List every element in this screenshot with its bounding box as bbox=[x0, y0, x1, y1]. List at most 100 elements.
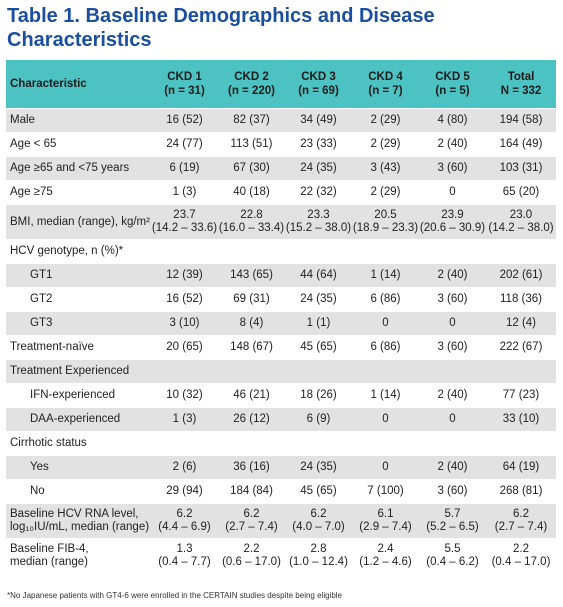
table-row: No 29 (94) 184 (84) 45 (65) 7 (100) 3 (60) 268… bbox=[6, 479, 556, 504]
row-label-text: GT1 bbox=[30, 269, 53, 281]
table-row: GT2 16 (52) 69 (31) 24 (35) 6 (86) 3 (60) 118 … bbox=[6, 287, 556, 312]
cell-value: 0 bbox=[382, 317, 389, 329]
cell-value: 2.2 bbox=[243, 543, 260, 555]
cell-value: 12 (4) bbox=[505, 317, 537, 329]
table-cell: 23.9 (20.6 – 30.9) bbox=[419, 204, 486, 240]
cell-value: 2 (29) bbox=[370, 186, 401, 198]
cell-value: 46 (21) bbox=[233, 389, 270, 401]
table-cell bbox=[486, 359, 556, 384]
cell-value: 1 (3) bbox=[172, 413, 197, 425]
cell-value: 2 (29) bbox=[370, 138, 401, 150]
table-cell: 143 (65) bbox=[218, 263, 285, 288]
cell-value: 6 (19) bbox=[169, 162, 200, 174]
cell-value: 1 (1) bbox=[306, 317, 331, 329]
table-cell bbox=[285, 239, 352, 264]
header-ckd2: CKD 2 (n = 220) bbox=[218, 60, 285, 109]
cell-value: 64 (19) bbox=[502, 461, 540, 473]
row-label-text: median (range) bbox=[10, 556, 88, 568]
cell-value: 0 bbox=[449, 413, 456, 425]
cell-value: 6.1 bbox=[377, 508, 394, 520]
row-label: Age ≥75 bbox=[6, 180, 151, 205]
cell-range: (16.0 – 33.4) bbox=[218, 222, 285, 234]
table-row: Yes 2 (6) 36 (16) 24 (35) 0 2 (40) 64 (19) bbox=[6, 455, 556, 480]
table-cell: 7 (100) bbox=[352, 479, 419, 504]
row-label-text: Age ≥75 bbox=[10, 186, 53, 198]
table-cell: 34 (49) bbox=[285, 108, 352, 133]
cell-value: 222 (67) bbox=[499, 341, 543, 353]
cell-value: 77 (23) bbox=[502, 389, 540, 401]
cell-range: (4.0 – 7.0) bbox=[292, 521, 345, 533]
table-cell: 1 (14) bbox=[352, 383, 419, 408]
cell-value: 3 (60) bbox=[437, 162, 468, 174]
row-label-text: HCV genotype, n (%)* bbox=[10, 245, 124, 257]
table-cell bbox=[218, 431, 285, 456]
table-cell: 12 (39) bbox=[151, 263, 218, 288]
table-cell: 12 (4) bbox=[486, 311, 556, 336]
row-label: IFN-experienced bbox=[6, 383, 151, 408]
table-cell bbox=[151, 239, 218, 264]
table-cell: 23 (33) bbox=[285, 132, 352, 157]
table-cell: 2 (6) bbox=[151, 455, 218, 480]
table-cell: 2.4 (1.2 – 4.6) bbox=[352, 538, 419, 574]
cell-value: 20.5 bbox=[374, 209, 397, 221]
row-label: Baseline HCV RNA level, log₁₀IU/mL, media… bbox=[6, 503, 151, 539]
cell-value: 113 (51) bbox=[230, 138, 273, 150]
header-label: Total bbox=[507, 71, 535, 83]
table-row: IFN-experienced 10 (32) 46 (21) 18 (26) 1 (1… bbox=[6, 383, 556, 408]
cell-value: 69 (31) bbox=[233, 293, 270, 305]
cell-value: 24 (35) bbox=[300, 461, 337, 473]
table-row: Treatment-naïve 20 (65) 148 (67) 45 (65) 6 (… bbox=[6, 335, 556, 360]
row-label-text: Baseline HCV RNA level, bbox=[10, 508, 139, 520]
table-cell: 2 (40) bbox=[419, 455, 486, 480]
table-cell: 5.5 (0.4 – 6.2) bbox=[419, 538, 486, 574]
header-ckd5: CKD 5 (n = 5) bbox=[419, 60, 486, 109]
cell-value: 44 (64) bbox=[300, 269, 337, 281]
table-cell: 23.7 (14.2 – 33.6) bbox=[151, 204, 218, 240]
table-cell: 0 bbox=[352, 311, 419, 336]
row-label: GT2 bbox=[6, 287, 151, 312]
table-cell bbox=[419, 239, 486, 264]
table-cell: 16 (52) bbox=[151, 108, 218, 133]
row-label: BMI, median (range), kg/m² bbox=[6, 204, 151, 240]
cell-range: (0.4 – 17.0) bbox=[491, 556, 551, 568]
cell-value: 26 (12) bbox=[233, 413, 270, 425]
table-cell: 6.2 (2.7 – 7.4) bbox=[486, 503, 556, 539]
table-cell: 148 (67) bbox=[218, 335, 285, 360]
table-cell: 164 (49) bbox=[486, 132, 556, 157]
table-cell: 113 (51) bbox=[218, 132, 285, 157]
cell-value: 2 (40) bbox=[437, 269, 468, 281]
table-cell: 1 (1) bbox=[285, 311, 352, 336]
table-cell: 24 (35) bbox=[285, 455, 352, 480]
cell-range: (2.7 – 7.4) bbox=[494, 521, 548, 533]
table-row: Age ≥75 1 (3) 40 (18) 22 (32) 2 (29) 0 65 (20) bbox=[6, 180, 556, 205]
cell-range: (4.4 – 6.9) bbox=[158, 521, 211, 533]
table-cell: 3 (43) bbox=[352, 156, 419, 181]
cell-range: (1.2 – 4.6) bbox=[359, 556, 412, 568]
header-label: CKD 5 bbox=[435, 71, 470, 83]
table-cell: 6 (86) bbox=[352, 335, 419, 360]
table-cell bbox=[486, 431, 556, 456]
cell-value: 0 bbox=[382, 413, 389, 425]
table-cell: 103 (31) bbox=[486, 156, 556, 181]
cell-value: 3 (60) bbox=[437, 293, 468, 305]
cell-range: (14.2 – 38.0) bbox=[488, 222, 554, 234]
table-cell: 0 bbox=[419, 407, 486, 432]
table-cell: 2 (29) bbox=[352, 180, 419, 205]
cell-value: 2 (40) bbox=[437, 461, 468, 473]
table-header-row: Characteristic CKD 1 (n = 31) CKD 2 (n =… bbox=[6, 60, 556, 109]
table-cell: 69 (31) bbox=[218, 287, 285, 312]
cell-value: 268 (81) bbox=[499, 485, 543, 497]
cell-range: (1.0 – 12.4) bbox=[289, 556, 348, 568]
header-total: Total N = 332 bbox=[486, 60, 556, 109]
table-cell: 64 (19) bbox=[486, 455, 556, 480]
table-cell: 184 (84) bbox=[218, 479, 285, 504]
table-cell: 20 (65) bbox=[151, 335, 218, 360]
cell-value: 29 (94) bbox=[166, 485, 203, 497]
cell-value: 2 (40) bbox=[437, 389, 468, 401]
cell-range: (15.2 – 38.0) bbox=[285, 222, 352, 234]
cell-value: 118 (36) bbox=[500, 293, 542, 305]
table-row: BMI, median (range), kg/m² 23.7 (14.2 – 33… bbox=[6, 204, 556, 240]
table-cell: 3 (10) bbox=[151, 311, 218, 336]
table-cell bbox=[218, 359, 285, 384]
row-label-text: DAA-experienced bbox=[30, 413, 121, 425]
